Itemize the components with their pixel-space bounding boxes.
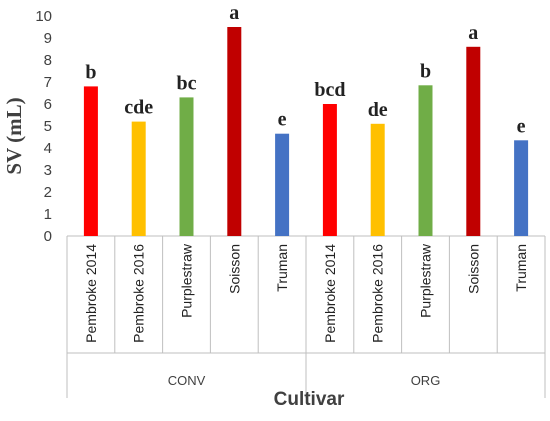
category-labels: Pembroke 2014 Pembroke 2016 Purplestraw Soi… (83, 243, 529, 343)
y-tick-label: 7 (44, 74, 52, 91)
category-label: Soisson (465, 244, 481, 294)
significance-letter: bcd (314, 79, 345, 101)
category-label: Truman (513, 244, 529, 292)
significance-letter: a (468, 22, 478, 44)
bar (227, 27, 242, 236)
significance-letters: b cde bc a e bcd de b a e (85, 2, 525, 137)
bar (322, 104, 337, 236)
group-label: CONV (168, 373, 206, 388)
bar (83, 86, 98, 237)
y-tick-label: 2 (44, 184, 52, 201)
y-tick-label: 3 (44, 162, 52, 179)
significance-letter: a (229, 2, 239, 24)
bar (466, 46, 481, 236)
significance-letter: de (368, 99, 388, 121)
y-axis-title: SV (mL) (2, 97, 26, 174)
y-tick-label: 1 (44, 206, 52, 223)
category-label: Pembroke 2014 (83, 244, 99, 343)
significance-letter: b (420, 60, 431, 82)
bar (418, 85, 433, 236)
group-label: ORG (411, 373, 441, 388)
category-label: Soisson (226, 244, 242, 294)
y-tick-label: 0 (44, 228, 52, 245)
bar (370, 123, 385, 236)
significance-letter: cde (124, 97, 153, 119)
bar (131, 121, 146, 236)
category-label: Pembroke 2014 (322, 244, 338, 343)
significance-letter: bc (177, 72, 197, 94)
category-label: Pembroke 2016 (131, 244, 147, 343)
y-tick-label: 4 (44, 140, 52, 157)
significance-letter: b (85, 61, 96, 83)
group-labels: CONV ORG (168, 373, 441, 388)
y-tick-label: 6 (44, 96, 52, 113)
bar (275, 133, 290, 236)
bars (83, 27, 529, 237)
category-label: Purplestraw (418, 243, 434, 318)
significance-letter: e (517, 115, 526, 137)
y-tick-label: 10 (35, 8, 52, 25)
category-label: Pembroke 2016 (370, 244, 386, 343)
bar (179, 97, 194, 237)
y-tick-label: 9 (44, 30, 52, 47)
y-tick-label: 8 (44, 52, 52, 69)
y-tick-label: 5 (44, 118, 52, 135)
category-label: Truman (274, 244, 290, 292)
x-axis-title-group: Cultivar (274, 389, 345, 410)
y-axis-title-group: SV (mL) (2, 97, 26, 174)
axes (66, 235, 546, 398)
x-axis-title: Cultivar (274, 389, 345, 410)
significance-letter: e (278, 109, 287, 131)
category-label: Purplestraw (179, 243, 195, 318)
y-tick-labels: 0 1 2 3 4 5 6 7 8 9 10 (35, 8, 52, 245)
bar (514, 140, 529, 236)
